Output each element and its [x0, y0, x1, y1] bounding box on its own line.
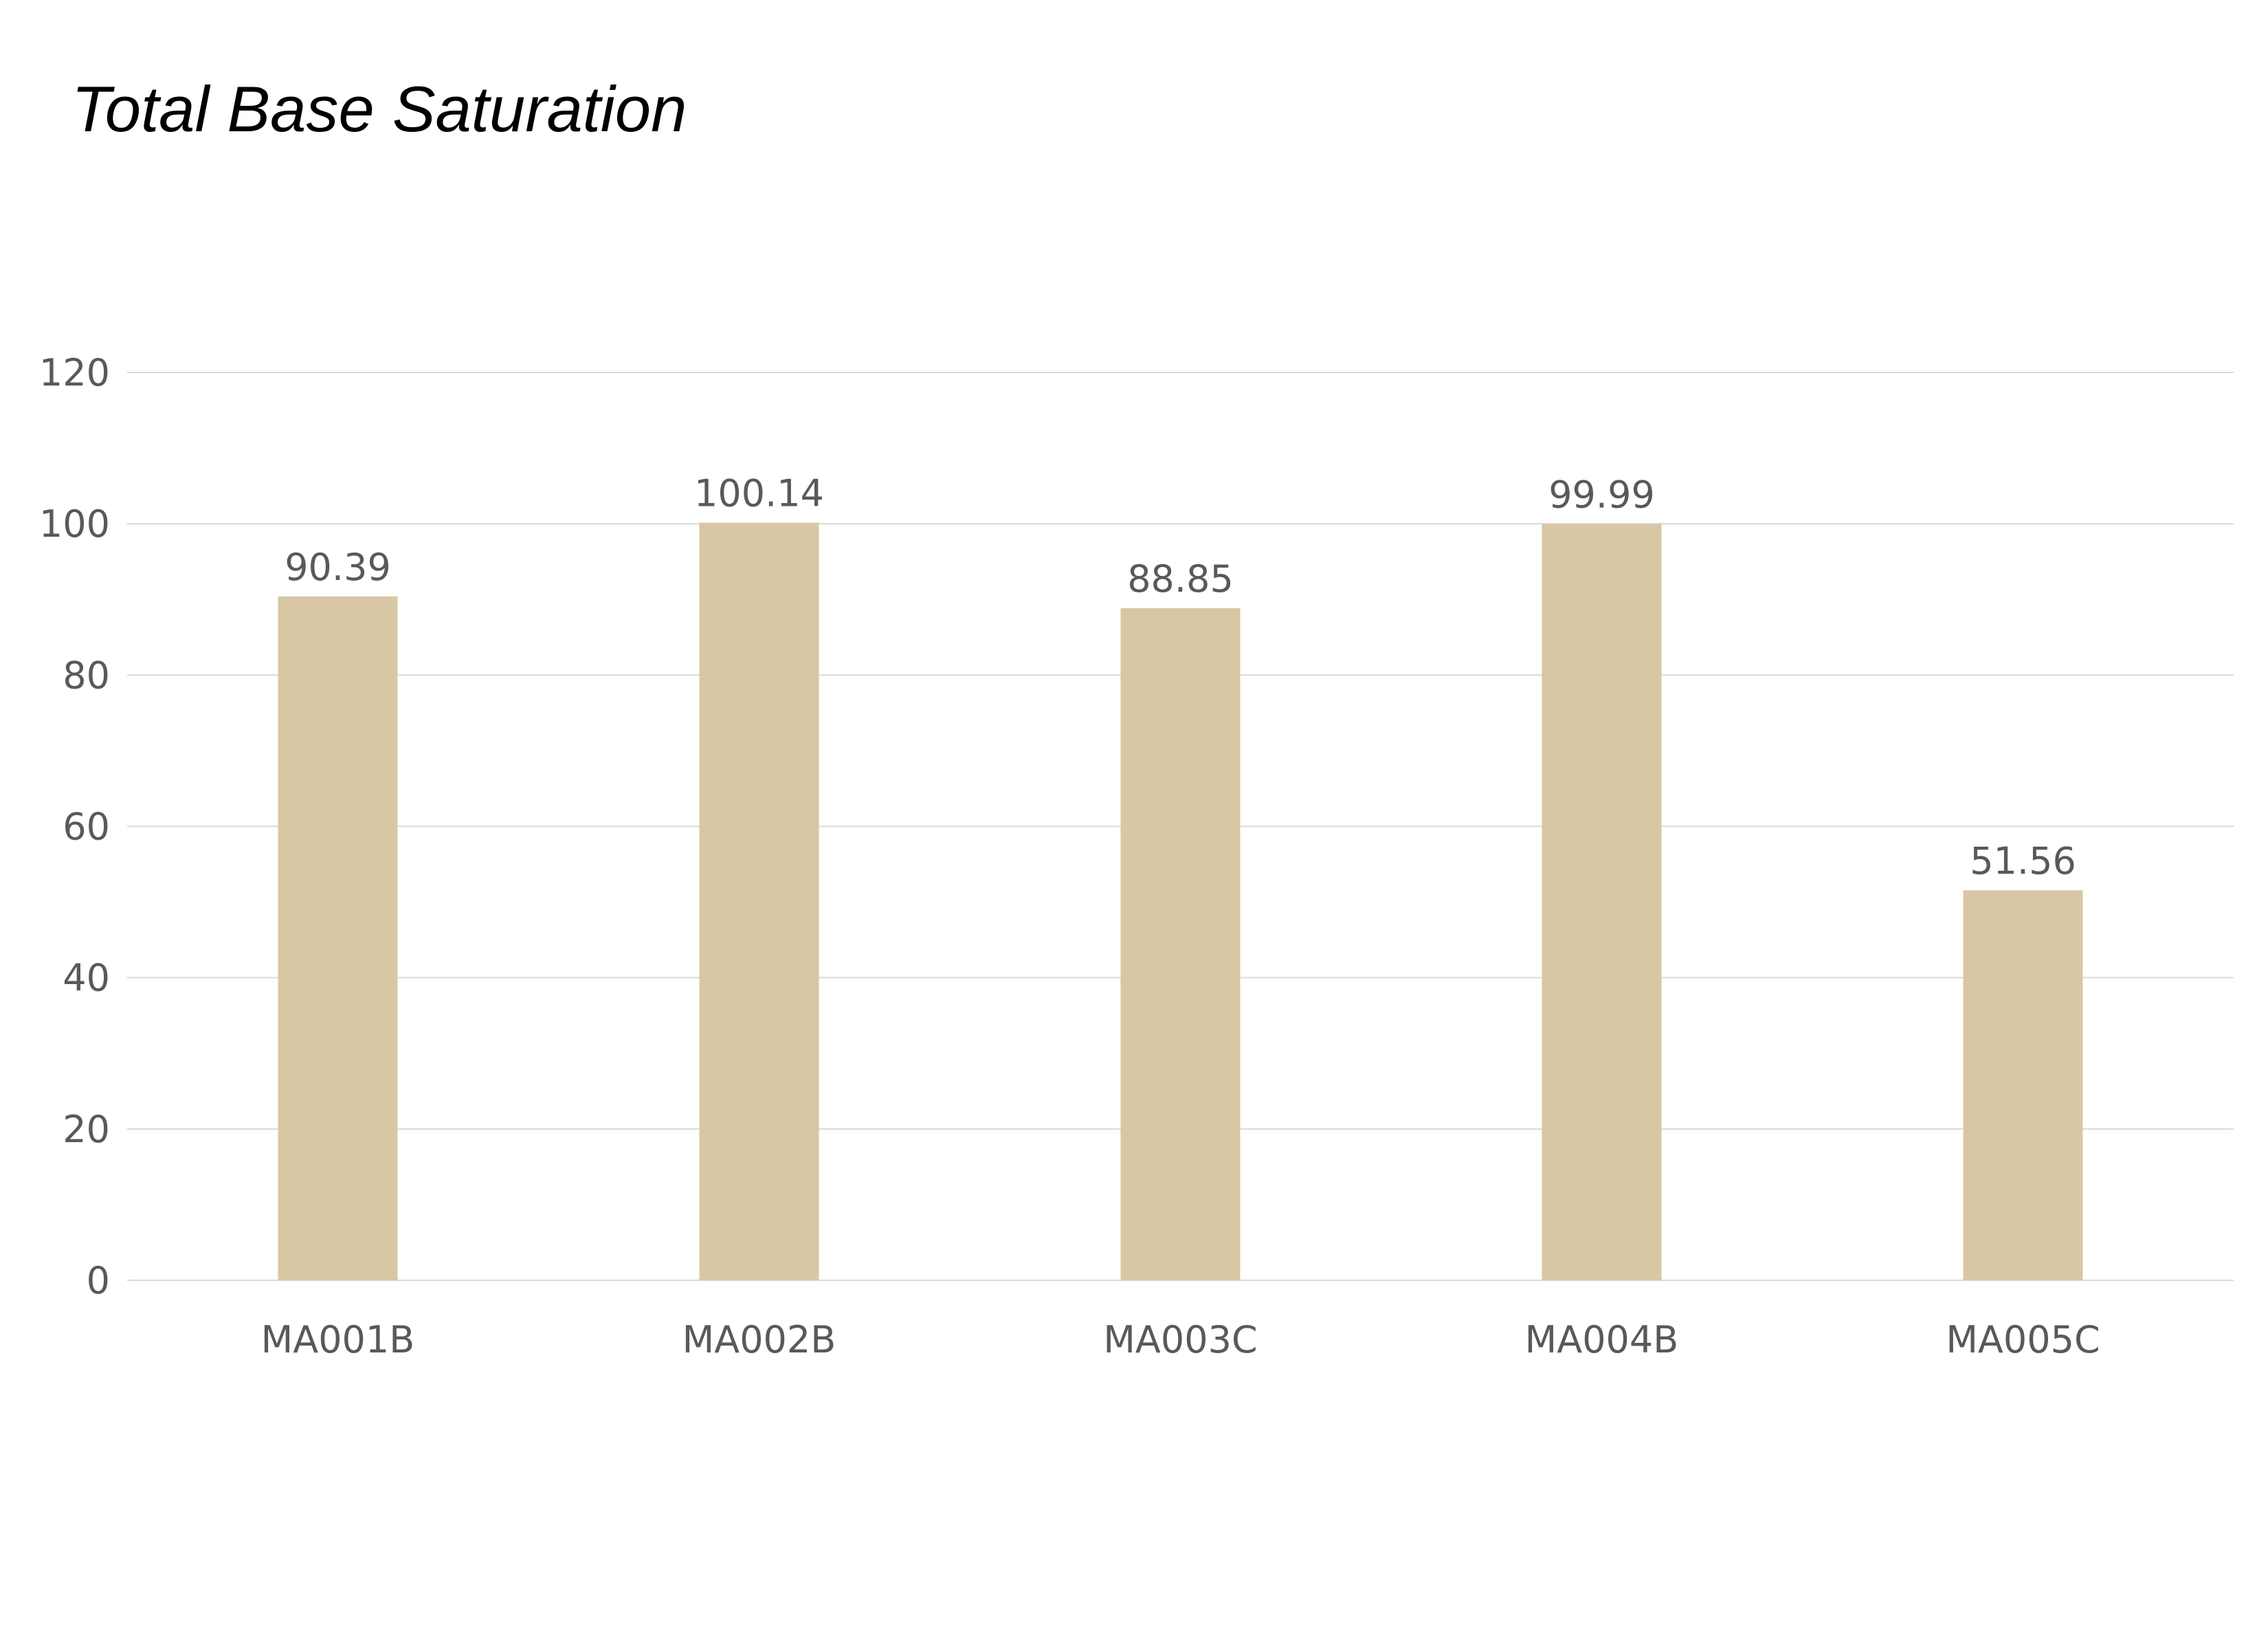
y-tick-label: 0 [87, 1259, 110, 1302]
y-axis-ticks: 0 20 40 60 80 100 120 [39, 351, 110, 1302]
x-category-label: MA005C [1946, 1318, 2100, 1361]
data-label: 88.85 [1127, 557, 1234, 601]
x-category-label: MA004B [1525, 1318, 1679, 1361]
y-tick-label: 100 [39, 502, 110, 546]
bar-ma001b [278, 596, 398, 1280]
bar-ma004b [1542, 524, 1662, 1280]
bars [278, 522, 2083, 1280]
data-label: 99.99 [1548, 473, 1655, 516]
data-label: 90.39 [285, 546, 391, 589]
chart-title: Total Base Saturation [71, 73, 687, 145]
bar-ma002b [699, 522, 819, 1280]
x-category-label: MA002B [682, 1318, 836, 1361]
data-label: 100.14 [694, 472, 824, 515]
x-axis-categories: MA001B MA002B MA003C MA004B MA005C [261, 1318, 2100, 1361]
data-labels: 90.39 100.14 88.85 99.99 51.56 [285, 472, 2076, 883]
x-category-label: MA003C [1103, 1318, 1257, 1361]
bar-ma003c [1120, 607, 1241, 1280]
x-category-label: MA001B [261, 1318, 415, 1361]
y-tick-label: 120 [39, 351, 110, 394]
bar-ma005c [1963, 890, 2083, 1280]
y-tick-label: 20 [63, 1108, 110, 1151]
y-tick-label: 40 [63, 957, 110, 1000]
data-label: 51.56 [1970, 839, 2076, 882]
y-tick-label: 80 [63, 654, 110, 697]
y-tick-label: 60 [63, 805, 110, 849]
